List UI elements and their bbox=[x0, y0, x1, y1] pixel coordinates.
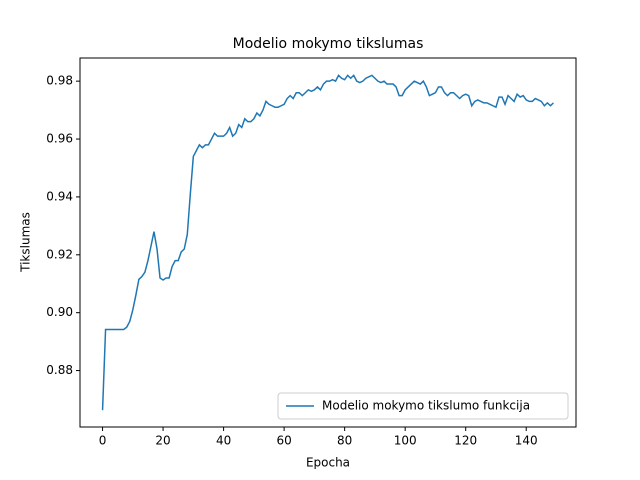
x-tick-label: 140 bbox=[515, 434, 538, 448]
x-tick-label: 80 bbox=[337, 434, 352, 448]
y-tick-label: 0.96 bbox=[46, 132, 73, 146]
chart-title: Modelio mokymo tikslumas bbox=[233, 36, 424, 52]
legend-box bbox=[277, 392, 569, 420]
y-axis-label: Tikslumas bbox=[19, 212, 33, 273]
x-tick-label: 20 bbox=[155, 434, 170, 448]
y-tick-label: 0.88 bbox=[46, 363, 73, 377]
x-axis-label: Epocha bbox=[306, 456, 350, 470]
x-tick-label: 40 bbox=[216, 434, 231, 448]
x-tick-label: 120 bbox=[454, 434, 477, 448]
y-tick-label: 0.92 bbox=[46, 247, 73, 261]
y-tick-label: 0.90 bbox=[46, 305, 73, 319]
y-tick-label: 0.94 bbox=[46, 189, 73, 203]
x-tick-label: 0 bbox=[99, 434, 107, 448]
legend-label: Modelio mokymo tikslumo funkcija bbox=[322, 399, 530, 413]
data-line bbox=[101, 74, 554, 411]
plot-frame bbox=[79, 57, 577, 428]
y-tick-label: 0.98 bbox=[46, 74, 73, 88]
x-tick-label: 100 bbox=[394, 434, 417, 448]
x-tick-label: 60 bbox=[276, 434, 291, 448]
